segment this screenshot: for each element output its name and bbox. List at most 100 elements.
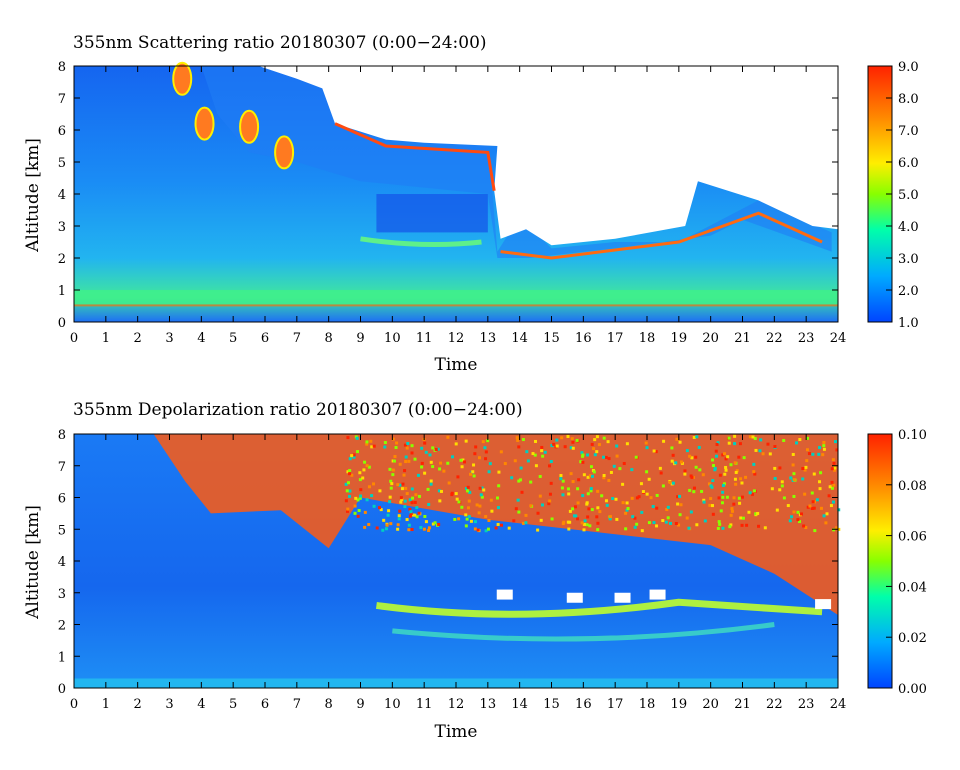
noise-speck — [592, 447, 596, 451]
noise-speck — [661, 519, 665, 523]
colorbar-gradient — [867, 433, 893, 689]
noise-speck — [821, 453, 825, 457]
noise-speck — [367, 485, 371, 489]
noise-speck — [721, 526, 725, 530]
noise-speck — [581, 494, 585, 498]
noise-speck — [608, 517, 612, 521]
y-tick-label: 0 — [58, 682, 66, 697]
x-tick-label: 21 — [734, 697, 751, 712]
noise-speck — [408, 514, 412, 518]
saturated-cloud-region — [258, 66, 839, 246]
noise-speck — [464, 524, 468, 528]
noise-speck — [834, 440, 838, 444]
noise-speck — [381, 528, 385, 532]
noise-speck — [426, 487, 430, 491]
noise-speck — [655, 493, 659, 497]
noise-speck — [344, 499, 348, 503]
panel1-ylabel: Altitude [km] — [23, 138, 43, 253]
noise-speck — [604, 499, 608, 503]
noise-speck — [822, 444, 826, 448]
noise-speck — [447, 481, 451, 485]
x-tick-label: 17 — [607, 697, 624, 712]
noise-speck — [709, 497, 713, 501]
noise-speck — [389, 522, 393, 526]
noise-speck — [737, 496, 741, 500]
noise-speck — [692, 486, 696, 490]
saturated-patch — [649, 589, 666, 600]
noise-speck — [581, 454, 585, 458]
noise-speck — [579, 460, 583, 464]
noise-speck — [466, 485, 470, 489]
noise-speck — [695, 523, 699, 527]
x-tick-label: 23 — [798, 697, 815, 712]
noise-speck — [538, 494, 542, 498]
x-tick-label: 3 — [165, 331, 173, 346]
noise-speck — [404, 486, 408, 490]
cloud-envelope — [201, 66, 832, 258]
noise-speck — [812, 472, 816, 476]
noise-speck — [560, 436, 564, 440]
noise-speck — [482, 488, 486, 492]
noise-speck — [385, 523, 389, 527]
x-tick-label: 17 — [607, 331, 624, 346]
noise-speck — [442, 469, 446, 473]
noise-speck — [645, 470, 649, 474]
noise-speck — [484, 457, 488, 461]
noise-speck — [348, 469, 352, 473]
colorbar-tick-label: 0.04 — [898, 580, 927, 595]
noise-speck — [567, 527, 571, 531]
noise-speck — [625, 442, 629, 446]
noise-speck — [753, 472, 757, 476]
colorbar-tick-label: 9.0 — [898, 60, 919, 75]
noise-speck — [800, 512, 804, 516]
noise-speck — [748, 491, 752, 495]
noise-speck — [391, 468, 395, 472]
noise-speck — [456, 475, 460, 479]
noise-speck — [480, 495, 484, 499]
noise-speck — [386, 513, 390, 517]
colorbar-tick-label: 5.0 — [898, 188, 919, 203]
noise-speck — [423, 441, 427, 445]
noise-speck — [670, 459, 674, 463]
noise-speck — [724, 457, 728, 461]
noise-speck — [484, 529, 488, 533]
noise-speck — [519, 466, 523, 470]
noise-speck — [817, 452, 821, 456]
noise-speck — [571, 507, 575, 511]
noise-speck — [539, 518, 543, 522]
noise-speck — [801, 477, 805, 481]
noise-speck — [566, 434, 570, 438]
noise-speck — [832, 528, 836, 532]
noise-speck — [606, 440, 610, 444]
noise-speck — [403, 469, 407, 473]
noise-speck — [457, 517, 461, 521]
x-tick-label: 23 — [798, 331, 815, 346]
noise-speck — [758, 449, 762, 453]
noise-speck — [621, 501, 625, 505]
noise-speck — [353, 504, 357, 508]
noise-speck — [585, 453, 589, 457]
noise-speck — [588, 524, 592, 528]
noise-speck — [604, 455, 608, 459]
scattering-ratio-heatmap — [74, 61, 839, 322]
noise-speck — [835, 448, 839, 452]
noise-speck — [818, 487, 822, 491]
noise-speck — [707, 482, 711, 486]
noise-speck — [754, 512, 758, 516]
noise-speck — [576, 517, 580, 521]
noise-speck — [607, 478, 611, 482]
noise-speck — [633, 516, 637, 520]
noise-speck — [640, 529, 644, 533]
noise-speck — [729, 463, 733, 467]
x-tick-label: 24 — [830, 697, 847, 712]
noise-speck — [473, 527, 477, 531]
x-tick-label: 10 — [384, 697, 401, 712]
x-tick-label: 15 — [543, 697, 560, 712]
noise-speck — [517, 479, 521, 483]
noise-speck — [621, 482, 625, 486]
noise-speck — [792, 478, 796, 482]
noise-speck — [589, 487, 593, 491]
saturated-patch — [815, 599, 832, 610]
noise-speck — [473, 452, 477, 456]
x-tick-label: 16 — [575, 331, 592, 346]
